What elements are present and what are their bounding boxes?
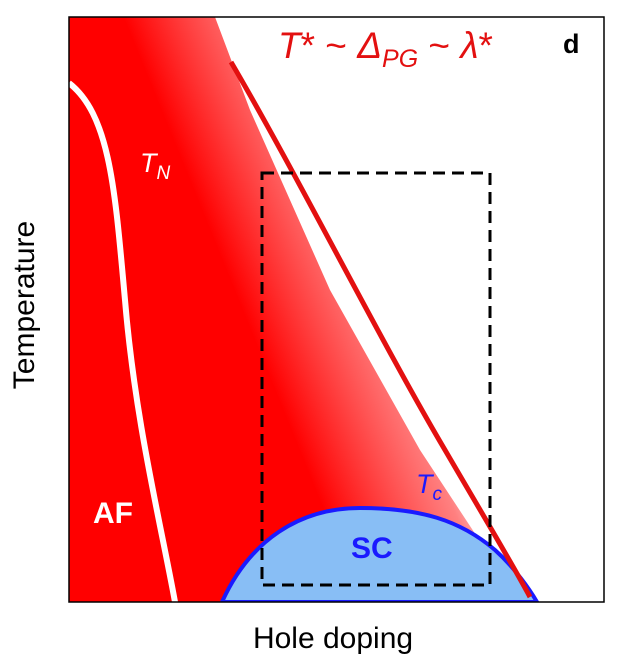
af-region-label: AF bbox=[93, 497, 133, 530]
tstar-label: T* ~ ΔPG ~ λ* bbox=[278, 25, 493, 73]
tn-label: TN bbox=[140, 148, 171, 184]
axis-frame bbox=[68, 16, 605, 603]
sc-region-label: SC bbox=[351, 532, 393, 565]
dashed-region-box bbox=[260, 171, 492, 587]
tstar-line bbox=[228, 60, 533, 599]
x-axis-label: Hole doping bbox=[253, 622, 413, 655]
y-axis-label: Temperature bbox=[8, 221, 41, 389]
tn-line bbox=[69, 80, 178, 602]
tc-label: Tc bbox=[416, 469, 443, 505]
pseudogap-region bbox=[69, 17, 520, 602]
panel-letter: d bbox=[563, 29, 580, 59]
